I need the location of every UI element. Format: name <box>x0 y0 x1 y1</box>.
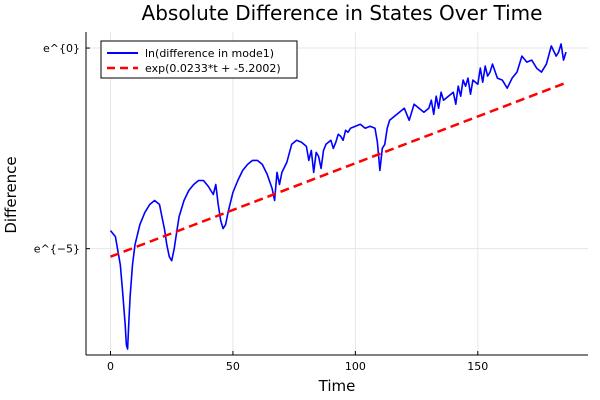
series-layer <box>109 43 567 350</box>
x-axis-label: Time <box>318 377 356 395</box>
x-tick-label-2: 100 <box>345 360 366 373</box>
series-line-1 <box>109 43 567 350</box>
y-tick-label-0: e^{−5} <box>34 243 80 256</box>
x-tick-label-0: 0 <box>107 360 114 373</box>
y-tick-label-1: e^{0} <box>43 42 80 55</box>
y-ticks: e^{−5} e^{0} <box>34 42 90 256</box>
legend-box <box>100 40 298 79</box>
legend: ln(difference in mode1) exp(0.0233*t + -… <box>100 40 298 79</box>
y-axis-label: Difference <box>2 156 20 233</box>
chart-title: Absolute Difference in States Over Time <box>142 1 543 25</box>
legend-label-series-2: exp(0.0233*t + -5.2002) <box>145 62 281 75</box>
x-tick-label-3: 150 <box>467 360 488 373</box>
x-tick-label-1: 50 <box>226 360 240 373</box>
series-line-2 <box>110 81 567 258</box>
grid <box>86 32 588 355</box>
x-ticks: 0 50 100 150 <box>107 351 488 373</box>
legend-label-series-1: ln(difference in mode1) <box>145 47 274 60</box>
